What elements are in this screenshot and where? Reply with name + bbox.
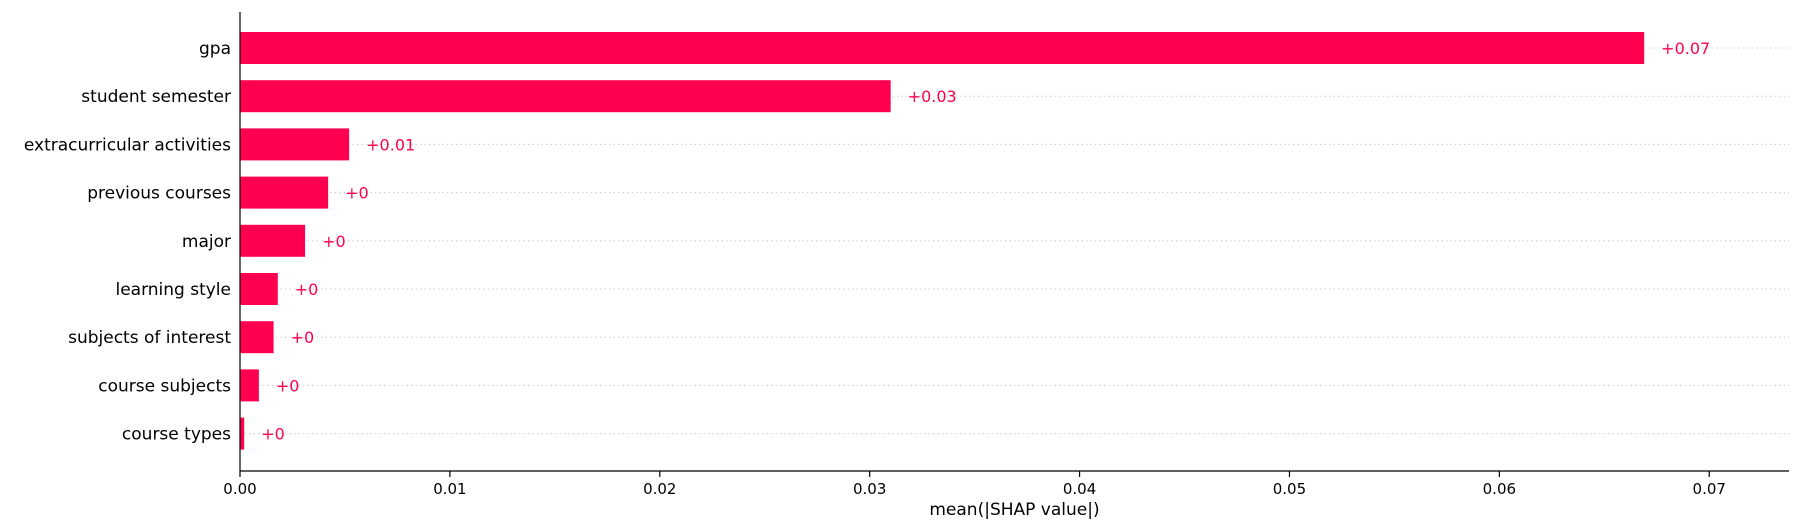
category-labels: gpa student semester extracurricular activ…: [24, 39, 231, 445]
x-tick-label: 0.06: [1483, 480, 1516, 498]
x-tick-label: 0.07: [1693, 480, 1726, 498]
value-label: +0.07: [1661, 39, 1710, 58]
value-label: +0.03: [908, 87, 957, 106]
x-axis-title: mean(|SHAP value|): [929, 500, 1099, 520]
category-label: gpa: [199, 39, 231, 59]
bar: [240, 224, 306, 257]
value-label: +0: [276, 376, 300, 395]
bar: [240, 80, 891, 113]
category-label: student semester: [81, 87, 231, 107]
axes: 0.00 0.01 0.02 0.03 0.04 0.05 0.06 0.07: [223, 12, 1789, 498]
category-label: major: [182, 232, 231, 252]
bar: [240, 369, 259, 402]
value-label: +0.01: [366, 135, 415, 154]
value-label: +0: [322, 232, 346, 251]
category-label: course subjects: [98, 376, 231, 396]
bars: [240, 32, 1645, 450]
bar: [240, 128, 350, 161]
value-label: +0: [261, 425, 285, 444]
x-tick-label: 0.01: [433, 480, 466, 498]
x-tick-label: 0.05: [1273, 480, 1306, 498]
x-tick-label: 0.00: [223, 480, 256, 498]
category-label: previous courses: [87, 184, 231, 204]
x-tick-label: 0.03: [853, 480, 886, 498]
bar: [240, 176, 329, 209]
value-label: +0: [291, 328, 315, 347]
value-label: +0: [345, 184, 369, 203]
category-label: extracurricular activities: [24, 135, 231, 155]
category-label: subjects of interest: [68, 328, 231, 348]
x-tick-label: 0.02: [643, 480, 676, 498]
value-label: +0: [295, 280, 319, 299]
bar: [240, 32, 1645, 64]
value-labels: +0.07 +0.03 +0.01 +0 +0 +0 +0 +0 +0: [261, 39, 1710, 444]
x-tick-label: 0.04: [1063, 480, 1096, 498]
bar: [240, 417, 245, 450]
category-label: learning style: [115, 280, 231, 300]
bar: [240, 273, 278, 305]
bar: [240, 321, 274, 354]
category-label: course types: [122, 425, 231, 445]
